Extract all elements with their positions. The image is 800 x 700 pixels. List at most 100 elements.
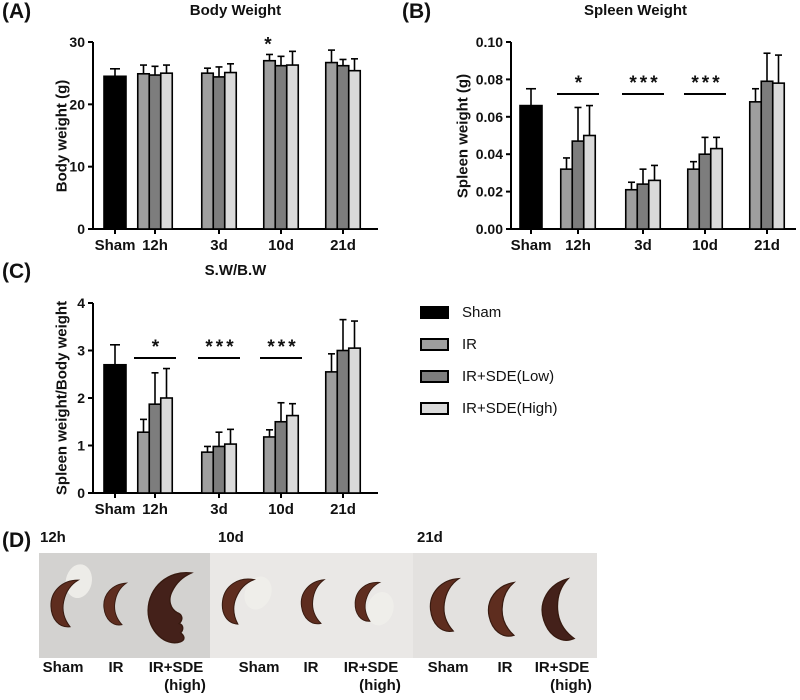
panel-d-photo-strip	[39, 553, 597, 658]
x-tick-label: 21d	[330, 501, 356, 518]
bar-ir-sde-high-	[159, 72, 174, 230]
legend-item: IR	[420, 328, 557, 360]
spleen-photo-tile	[39, 553, 210, 658]
fat-tissue	[367, 591, 394, 626]
x-tick-label: 3d	[634, 237, 652, 254]
panel-d-time-label: 12h	[40, 529, 66, 546]
legend-swatch-icon	[420, 401, 449, 415]
y-tick-label: 1	[77, 438, 85, 454]
fat-tissue	[65, 564, 93, 599]
legend-label: IR+SDE(Low)	[462, 367, 555, 385]
bar-ir-sde-high-	[223, 443, 238, 494]
x-tick-label: 12h	[565, 237, 591, 254]
bar-ir	[559, 168, 574, 230]
significance-star: *	[264, 34, 274, 55]
bar-ir	[324, 61, 339, 230]
legend-item: IR+SDE(Low)	[420, 360, 557, 392]
bar-ir-sde-low-	[212, 76, 226, 230]
bar-ir-sde-low-	[148, 403, 162, 494]
spleen-photo	[300, 579, 326, 625]
y-tick-label: 0.00	[476, 221, 503, 237]
bar-ir-sde-low-	[274, 420, 288, 494]
legend: Sham IR IR+SDE(Low) IR+SDE(High)	[420, 296, 557, 424]
legend-item: Sham	[420, 296, 557, 328]
significance-star: ***	[205, 337, 236, 358]
panel-b-letter: (B)	[402, 0, 432, 23]
x-tick-label: 3d	[210, 237, 228, 254]
bar-ir	[748, 101, 763, 230]
sample-sublabel: (high)	[550, 677, 592, 694]
fat-tissue	[244, 576, 272, 610]
bar-ir-sde-high-	[285, 64, 300, 230]
y-tick-label: 10	[69, 159, 85, 175]
bar-ir-sde-low-	[760, 80, 774, 230]
legend-swatch-icon	[420, 305, 449, 319]
spleen-photo	[103, 582, 129, 626]
bar-ir-sde-high-	[647, 179, 662, 230]
spleen-photo	[429, 577, 461, 633]
bar-ir-sde-low-	[148, 74, 162, 230]
spleen-photo	[354, 581, 382, 622]
y-tick-label: 3	[77, 343, 85, 359]
bar-ir	[136, 431, 151, 494]
bar-ir-sde-high-	[709, 147, 724, 230]
x-tick-label: 12h	[142, 501, 168, 518]
significance-star: ***	[267, 337, 298, 358]
x-tick-label: 3d	[210, 501, 228, 518]
x-tick-label: 10d	[268, 237, 294, 254]
sample-label: IR	[108, 659, 124, 676]
y-tick-label: 0.04	[476, 146, 503, 162]
bar-sham	[103, 75, 127, 230]
spleen-photo	[50, 579, 81, 628]
legend-swatch-icon	[420, 337, 449, 351]
spleen-photo	[147, 572, 194, 644]
panel-c-chart: 0 1 2 3 4 Sham 12h * 3d *** 10d *** 21d	[77, 295, 378, 518]
x-tick-label: 10d	[268, 501, 294, 518]
bar-ir	[200, 451, 215, 494]
bar-ir	[324, 371, 339, 494]
y-tick-label: 0.06	[476, 109, 503, 125]
bar-ir-sde-high-	[347, 69, 362, 230]
bar-ir-sde-low-	[698, 153, 712, 230]
bar-sham	[519, 104, 543, 230]
bar-ir-sde-low-	[274, 64, 288, 230]
sample-label: IR+SDE	[148, 659, 204, 676]
sample-sublabel: (high)	[359, 677, 401, 694]
significance-star: ***	[629, 73, 660, 94]
panel-b-chart: 0.00 0.02 0.04 0.06 0.08 0.10 Sham 12h * 3d *** 10d…	[476, 34, 796, 254]
y-tick-label: 0	[77, 221, 85, 237]
legend-label: IR+SDE(High)	[462, 399, 558, 417]
bar-ir-sde-low-	[571, 140, 585, 230]
legend-label: IR	[462, 335, 477, 353]
bar-ir-sde-low-	[636, 183, 650, 230]
y-tick-label: 0.08	[476, 71, 503, 87]
sample-label: IR	[303, 659, 319, 676]
bar-ir-sde-high-	[223, 71, 238, 230]
bar-ir-sde-low-	[336, 64, 350, 230]
bar-ir-sde-high-	[582, 134, 597, 230]
sample-sublabel: (high)	[164, 677, 206, 694]
bar-ir	[262, 436, 277, 494]
y-tick-label: 4	[77, 295, 85, 311]
bar-ir-sde-low-	[336, 349, 350, 494]
sample-label: Sham	[427, 659, 469, 676]
x-tick-label: 21d	[330, 237, 356, 254]
spleen-photo	[541, 577, 576, 641]
significance-star: ***	[691, 73, 722, 94]
bar-ir-sde-high-	[771, 82, 786, 230]
bar-ir-sde-low-	[212, 445, 226, 494]
x-tick-label: 12h	[142, 237, 168, 254]
legend-swatch-icon	[420, 369, 449, 383]
bar-ir-sde-high-	[159, 397, 174, 494]
significance-star: *	[152, 337, 162, 358]
y-tick-label: 2	[77, 390, 85, 406]
sample-label: IR+SDE	[343, 659, 399, 676]
panel-c-title: S.W/B.W	[204, 262, 267, 279]
sample-label: IR	[497, 659, 513, 676]
x-tick-label: 21d	[754, 237, 780, 254]
significance-star: *	[575, 73, 585, 94]
bar-ir	[200, 72, 215, 230]
panel-d-letter: (D)	[2, 529, 32, 552]
spleen-photo	[487, 581, 517, 637]
